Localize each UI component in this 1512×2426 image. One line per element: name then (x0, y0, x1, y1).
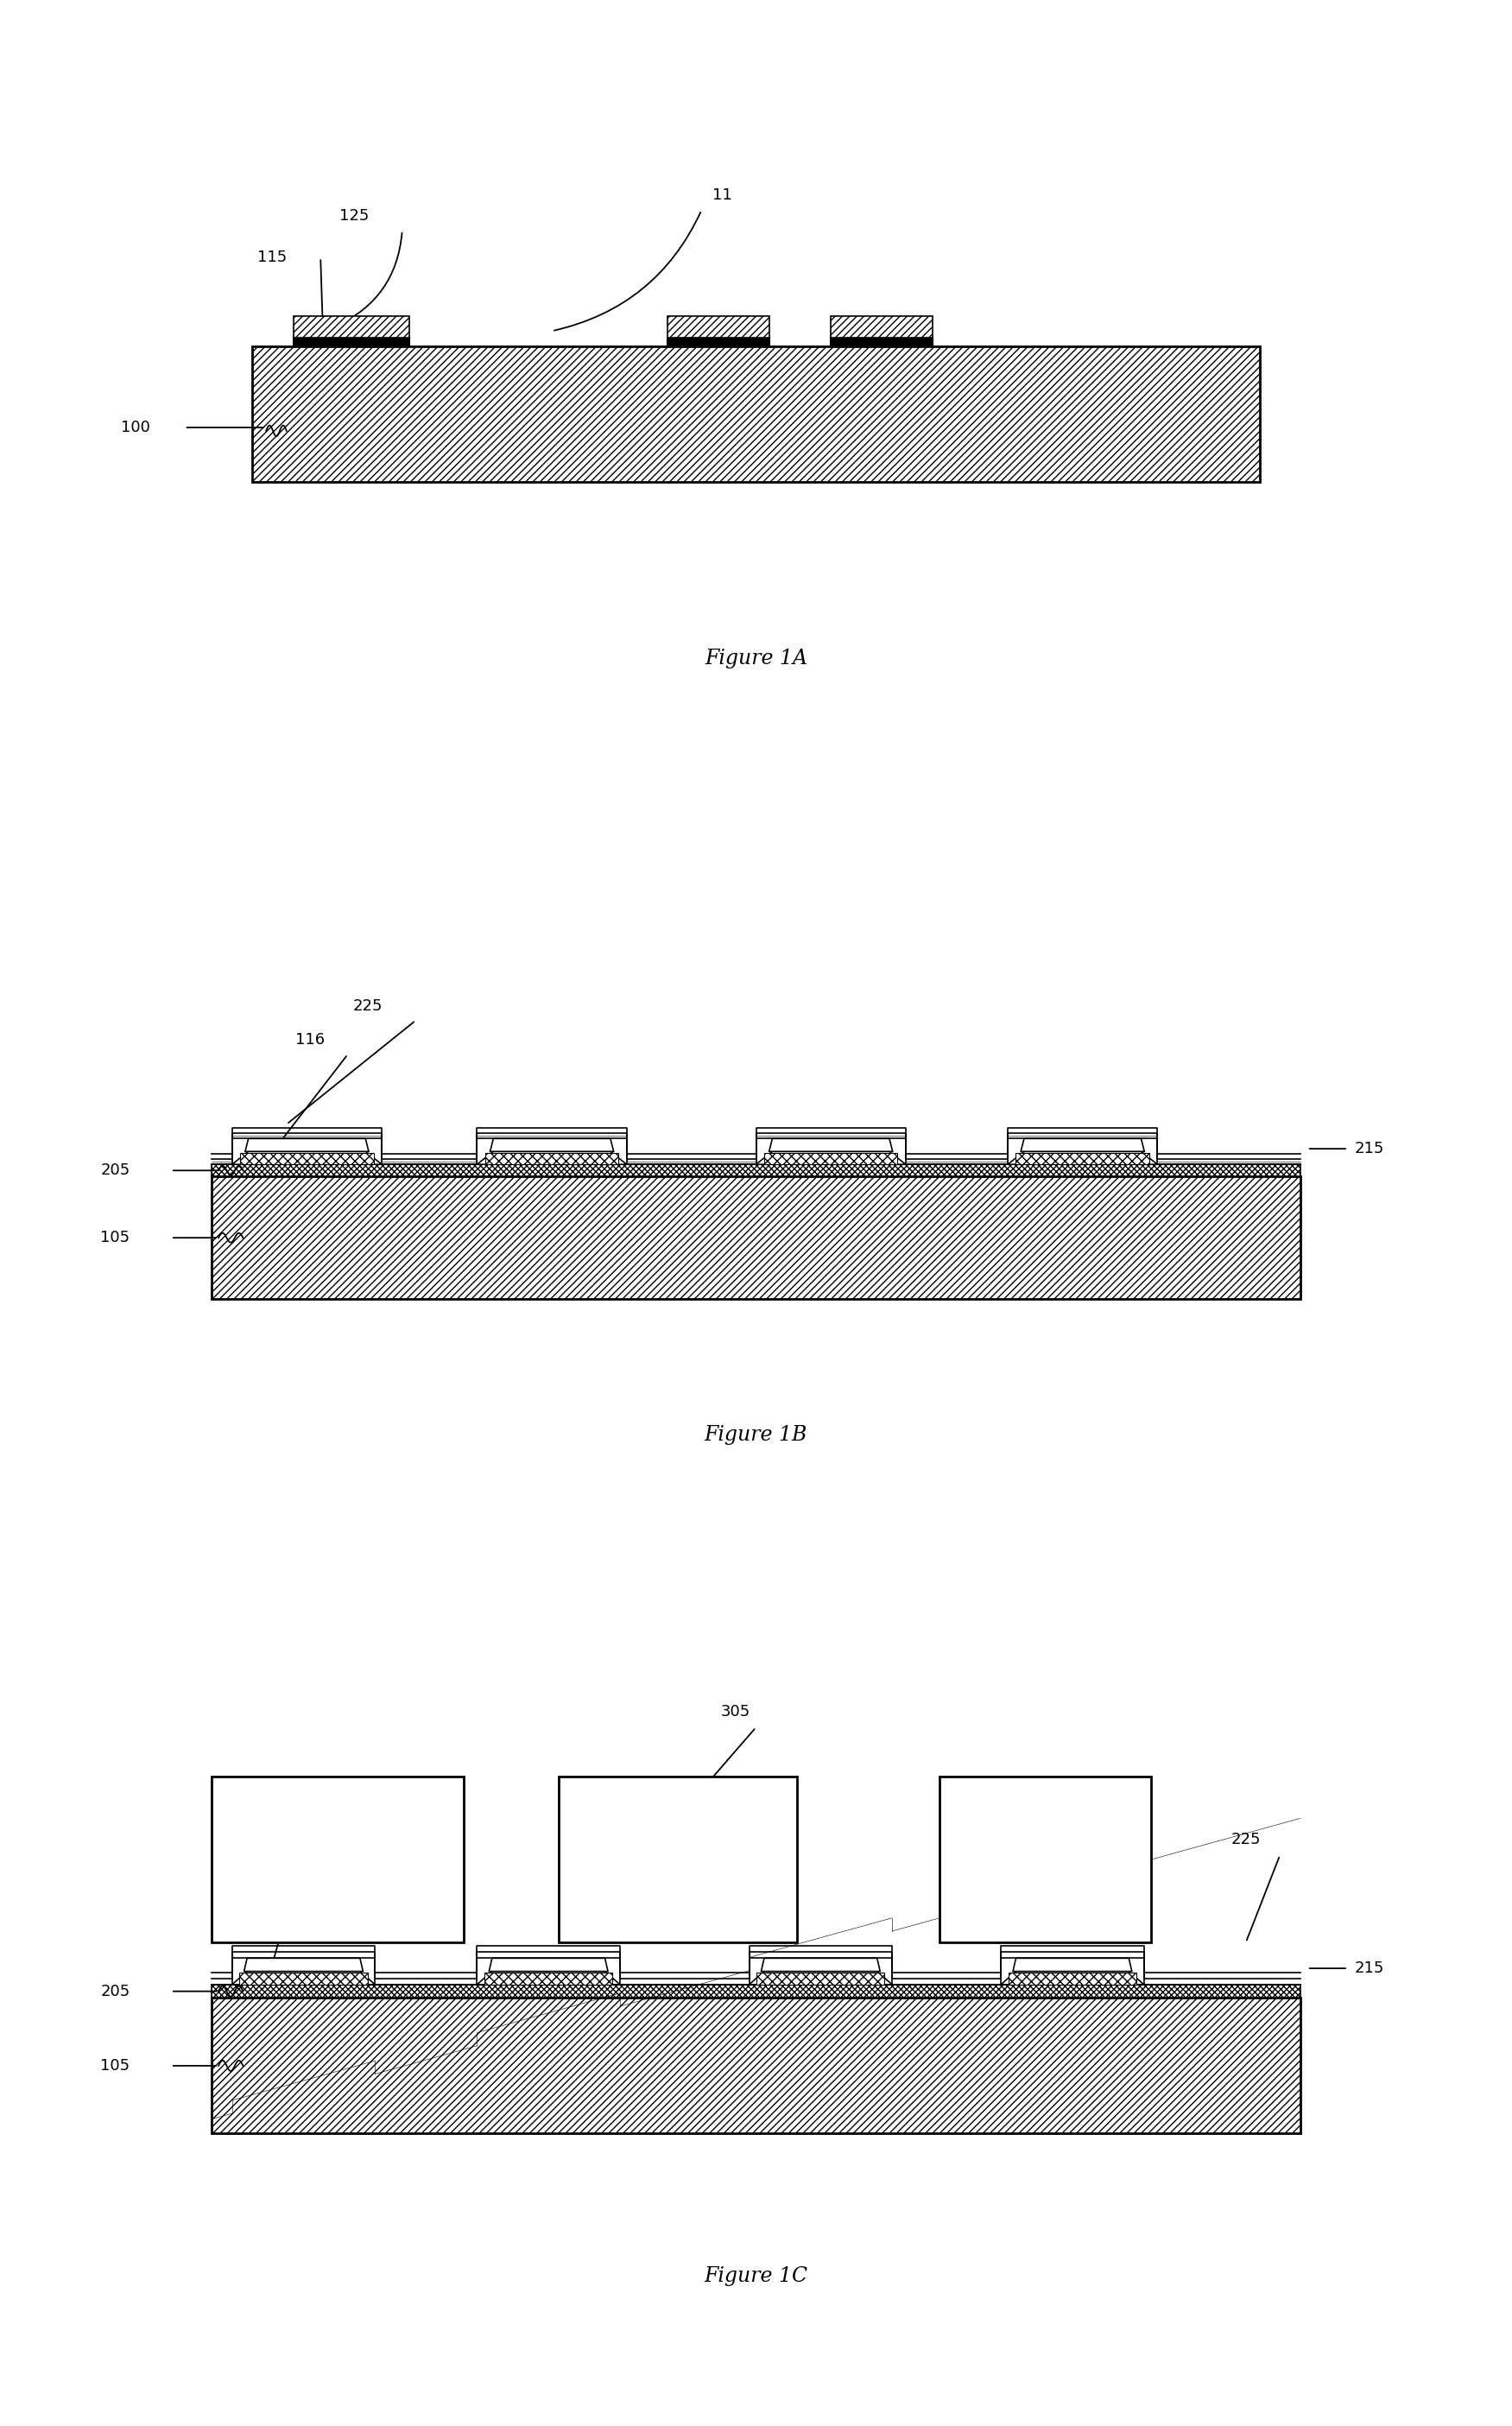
Text: 116: 116 (295, 1031, 325, 1048)
Bar (212, 1776, 464, 1943)
Text: 205: 205 (100, 1984, 130, 1999)
Bar (240, 1152, 373, 1164)
Polygon shape (1001, 1972, 1143, 1984)
Text: 205: 205 (100, 1162, 130, 1179)
Text: 105: 105 (101, 2057, 130, 2074)
Bar (940, 1776, 1151, 1943)
Polygon shape (761, 1958, 880, 1972)
Bar (1016, 1152, 1149, 1164)
Polygon shape (1007, 1152, 1158, 1164)
Bar (668, 315, 770, 337)
Polygon shape (245, 1138, 369, 1152)
Text: 225: 225 (354, 997, 383, 1014)
Polygon shape (231, 1152, 381, 1164)
Text: 11: 11 (712, 187, 732, 204)
Polygon shape (231, 1972, 375, 1984)
Bar (239, 1972, 367, 1984)
Text: Figure 1C: Figure 1C (705, 2266, 807, 2285)
Polygon shape (756, 1152, 906, 1164)
Bar (558, 1776, 797, 1943)
Bar (832, 315, 933, 337)
Text: 105: 105 (101, 1230, 130, 1245)
Bar (212, 1164, 1300, 1177)
Bar (212, 1999, 1300, 2132)
Polygon shape (478, 1972, 620, 1984)
Polygon shape (478, 1152, 627, 1164)
Bar (1009, 1972, 1137, 1984)
Bar (293, 337, 408, 347)
Text: 125: 125 (340, 209, 369, 223)
Text: Figure 1A: Figure 1A (705, 648, 807, 667)
Polygon shape (488, 1958, 608, 1972)
Text: 215: 215 (1355, 1960, 1385, 1977)
Bar (212, 1984, 1300, 1999)
Polygon shape (1013, 1958, 1132, 1972)
Polygon shape (243, 1958, 363, 1972)
Text: 100: 100 (121, 420, 151, 434)
Text: 215: 215 (1355, 1140, 1385, 1157)
Polygon shape (750, 1972, 892, 1984)
Polygon shape (770, 1138, 892, 1152)
Polygon shape (490, 1138, 614, 1152)
Text: 115: 115 (257, 250, 287, 264)
Bar (212, 1177, 1300, 1298)
Bar (485, 1152, 618, 1164)
Text: 116: 116 (245, 1866, 274, 1883)
Bar (293, 315, 408, 337)
Bar (668, 337, 770, 347)
Polygon shape (1021, 1138, 1145, 1152)
Text: 305: 305 (721, 1703, 750, 1720)
Bar (764, 1152, 898, 1164)
Bar (832, 337, 933, 347)
Text: 225: 225 (1231, 1832, 1261, 1849)
Text: Figure 1B: Figure 1B (705, 1424, 807, 1443)
Bar (253, 347, 1259, 483)
Bar (484, 1972, 612, 1984)
Bar (756, 1972, 885, 1984)
